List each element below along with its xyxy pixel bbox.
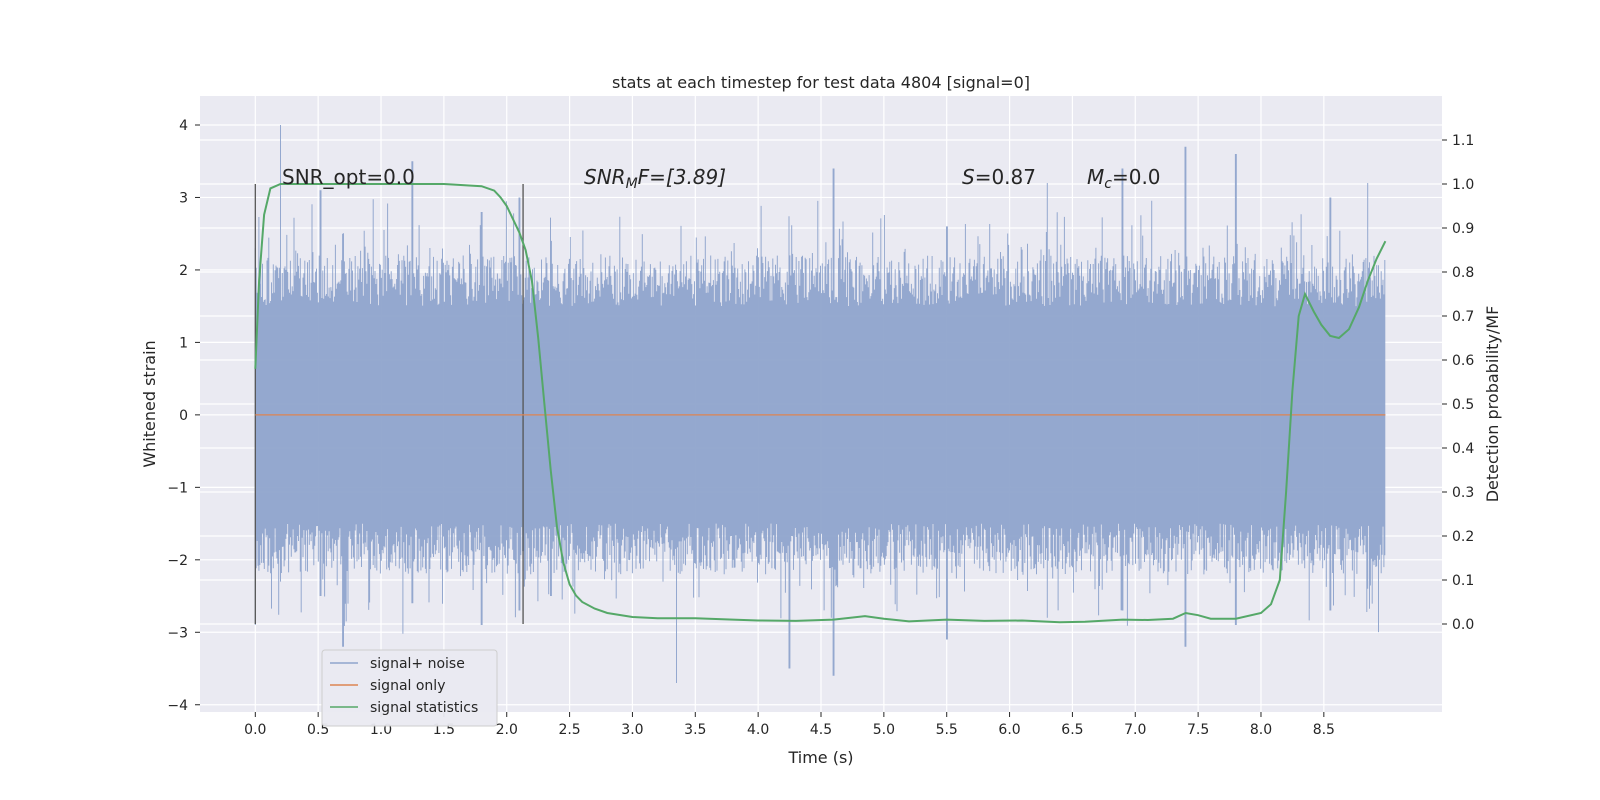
y-right-tick-label: 0.3 xyxy=(1452,485,1474,501)
annotation-s-tail: =0.87 xyxy=(975,165,1036,189)
x-tick-label: 8.0 xyxy=(1250,722,1272,738)
x-tick-label: 4.5 xyxy=(810,722,832,738)
y-right-tick-label: 0.5 xyxy=(1452,397,1474,413)
signal-statistics-series xyxy=(254,183,1387,624)
vertical-markers xyxy=(254,184,524,624)
x-axis-label: Time (s) xyxy=(787,748,853,767)
x-tick-label: 7.0 xyxy=(1124,722,1146,738)
y-left-tick-label: 4 xyxy=(179,118,188,134)
annotation-snr-opt: SNR_opt=0.0 xyxy=(282,165,415,189)
y-right-tick-label: 0.7 xyxy=(1452,309,1474,325)
annotation-snr-mf-sub: M xyxy=(626,176,638,192)
chart-title: stats at each timestep for test data 480… xyxy=(612,73,1030,92)
y-right-tick-label: 0.9 xyxy=(1452,221,1474,237)
x-tick-label: 2.0 xyxy=(496,722,518,738)
legend: signal+ noise signal only signal statist… xyxy=(321,649,498,727)
annotation-mc: Mc=0.0 xyxy=(1087,165,1161,192)
tick-labels: 0.0 0.5 1.0 1.5 2.0 2.5 3.0 3.5 4.0 4.5 5.0 5.5 6.0 6… xyxy=(167,118,1474,738)
y-axis-left-label: Whitened strain xyxy=(140,340,159,467)
x-tick-label: 3.5 xyxy=(684,722,706,738)
y-left-tick-label: 0 xyxy=(179,408,188,424)
y-right-tick-label: 0.2 xyxy=(1452,529,1474,545)
x-tick-label: 4.0 xyxy=(747,722,769,738)
y-left-tick-label: 3 xyxy=(179,190,188,206)
y-right-tick-label: 0.6 xyxy=(1452,353,1474,369)
legend-label-signal-statistics: signal statistics xyxy=(370,700,478,716)
y-left-tick-label: −2 xyxy=(167,553,188,569)
x-tick-label: 5.0 xyxy=(873,722,895,738)
legend-label-signal-noise: signal+ noise xyxy=(370,656,465,672)
x-tick-label: 8.5 xyxy=(1313,722,1335,738)
legend-label-signal-only: signal only xyxy=(370,678,445,694)
y-left-tick-label: −3 xyxy=(167,625,188,641)
signal-statistics-line xyxy=(254,183,1387,624)
legend-box xyxy=(321,649,498,727)
x-tick-label: 6.5 xyxy=(1061,722,1083,738)
annotation-s: S=0.87 xyxy=(962,165,1036,189)
y-axis-right-label: Detection probability/MF xyxy=(1483,306,1502,503)
x-tick-label: 2.5 xyxy=(558,722,580,738)
annotation-mc-sub: c xyxy=(1104,176,1112,192)
annotation-snr-mf-main: SNR xyxy=(584,165,626,189)
annotation-snr-mf-tail: F=[3.89] xyxy=(638,165,726,189)
y-left-tick-label: −1 xyxy=(167,480,188,496)
x-tick-label: 0.0 xyxy=(244,722,266,738)
annotation-mc-main: M xyxy=(1087,165,1104,189)
y-right-tick-label: 0.0 xyxy=(1452,617,1474,633)
y-right-tick-label: 1.0 xyxy=(1452,177,1474,193)
annotation-snr-mf: SNRMF=[3.89] xyxy=(584,165,726,192)
y-right-tick-label: 0.8 xyxy=(1452,265,1474,281)
annotation-s-main: S xyxy=(962,165,975,189)
y-right-tick-label: 0.4 xyxy=(1452,441,1474,457)
y-right-tick-label: 1.1 xyxy=(1452,133,1474,149)
y-left-tick-label: 1 xyxy=(179,335,188,351)
x-tick-label: 5.5 xyxy=(936,722,958,738)
y-right-tick-label: 0.1 xyxy=(1452,573,1474,589)
y-left-tick-label: −4 xyxy=(167,698,188,714)
y-left-tick-label: 2 xyxy=(179,263,188,279)
x-tick-label: 3.0 xyxy=(621,722,643,738)
x-tick-label: 6.0 xyxy=(998,722,1020,738)
annotation-mc-tail: =0.0 xyxy=(1112,165,1161,189)
x-tick-label: 7.5 xyxy=(1187,722,1209,738)
